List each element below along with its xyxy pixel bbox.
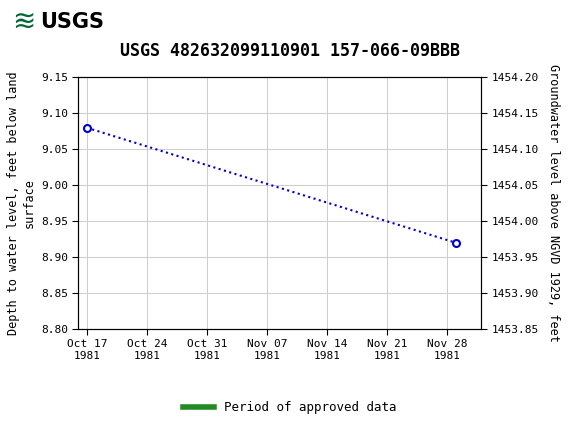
Y-axis label: Depth to water level, feet below land
surface: Depth to water level, feet below land su…: [8, 71, 35, 335]
Text: USGS 482632099110901 157-066-09BBB: USGS 482632099110901 157-066-09BBB: [120, 42, 460, 60]
Text: ≋: ≋: [12, 7, 35, 36]
FancyBboxPatch shape: [5, 3, 109, 40]
Text: USGS: USGS: [41, 12, 104, 31]
Y-axis label: Groundwater level above NGVD 1929, feet: Groundwater level above NGVD 1929, feet: [548, 64, 560, 342]
Legend: Period of approved data: Period of approved data: [178, 396, 402, 419]
